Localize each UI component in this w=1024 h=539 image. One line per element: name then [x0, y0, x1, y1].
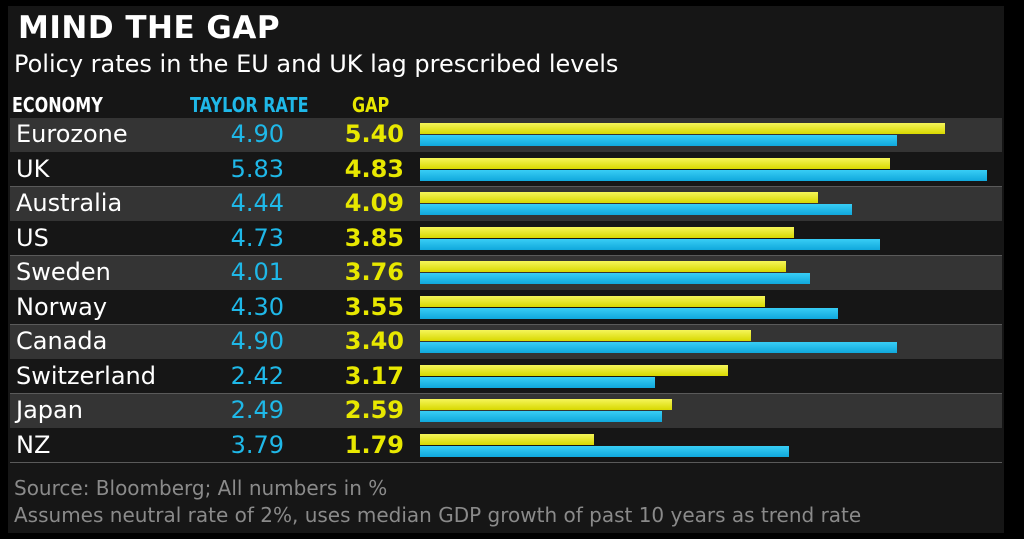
gap-bar: [420, 226, 795, 238]
taylor-rate-bar: [420, 342, 897, 353]
gap-bar: [420, 157, 890, 169]
gap-bar: [420, 399, 672, 410]
table-row: NZ 3.79 1.79: [10, 429, 1002, 463]
gap-value: 1.79: [344, 430, 404, 459]
taylor-rate-bar: [420, 135, 897, 146]
gap-bar: [420, 364, 729, 376]
taylor-rate-value: 2.49: [230, 396, 284, 424]
table-row: Sweden 4.01 3.76: [10, 256, 1002, 290]
economy-label: Norway: [16, 292, 108, 321]
table-row: Canada 4.90 3.40: [10, 325, 1002, 359]
chart-subtitle: Policy rates in the EU and UK lag prescr…: [14, 50, 619, 78]
table-row: Japan 2.49 2.59: [10, 394, 1002, 428]
taylor-rate-bar: [420, 238, 881, 250]
chart-title: MIND THE GAP: [18, 10, 281, 46]
gap-value: 3.85: [344, 223, 404, 252]
table-row: Eurozone 4.90 5.40: [10, 118, 1002, 152]
economy-label: Switzerland: [16, 361, 156, 390]
taylor-rate-value: 4.90: [230, 327, 284, 355]
gap-bar: [420, 433, 595, 445]
taylor-rate-value: 4.30: [230, 292, 284, 321]
row-divider: [10, 255, 1002, 256]
row-divider: [10, 324, 1002, 325]
footer-source: Source: Bloomberg; All numbers in %: [14, 476, 388, 500]
gap-bar: [420, 261, 786, 272]
gap-value: 3.55: [344, 292, 404, 321]
gap-value: 3.76: [344, 258, 404, 286]
taylor-rate-bar: [420, 204, 852, 215]
table-row: Switzerland 2.42 3.17: [10, 360, 1002, 394]
gap-bar: [420, 123, 946, 134]
taylor-rate-bar: [420, 445, 789, 457]
gap-value: 3.40: [344, 327, 404, 355]
economy-label: Australia: [16, 189, 123, 217]
taylor-rate-value: 2.42: [230, 361, 284, 390]
gap-bar: [420, 330, 751, 341]
row-divider: [10, 462, 1002, 463]
column-header-economy: ECONOMY: [12, 93, 103, 117]
economy-label: UK: [16, 154, 50, 183]
economy-label: Sweden: [16, 258, 111, 286]
economy-label: Eurozone: [16, 120, 128, 148]
table-row: UK 5.83 4.83: [10, 153, 1002, 187]
gap-value: 2.59: [344, 396, 404, 424]
taylor-rate-bar: [420, 273, 810, 284]
taylor-rate-value: 4.44: [230, 189, 284, 217]
economy-label: Japan: [16, 396, 83, 424]
column-header-gap: GAP: [352, 93, 390, 117]
taylor-rate-value: 3.79: [230, 430, 284, 459]
footer-note: Assumes neutral rate of 2%, uses median …: [14, 503, 862, 527]
taylor-rate-bar: [420, 376, 656, 388]
taylor-rate-bar: [420, 169, 987, 181]
taylor-rate-value: 4.90: [230, 120, 284, 148]
row-divider: [10, 186, 1002, 187]
taylor-rate-value: 4.73: [230, 223, 284, 252]
economy-label: US: [16, 223, 49, 252]
table-row: Norway 4.30 3.55: [10, 291, 1002, 325]
gap-value: 4.83: [344, 154, 404, 183]
gap-value: 3.17: [344, 361, 404, 390]
table-row: US 4.73 3.85: [10, 222, 1002, 256]
taylor-rate-bar: [420, 411, 663, 422]
taylor-rate-bar: [420, 307, 839, 319]
taylor-rate-value: 4.01: [230, 258, 284, 286]
row-divider: [10, 393, 1002, 394]
table-row: Australia 4.44 4.09: [10, 187, 1002, 221]
economy-label: Canada: [16, 327, 108, 355]
gap-value: 5.40: [344, 120, 404, 148]
column-header-taylor-rate: TAYLOR RATE: [190, 93, 309, 117]
gap-bar: [420, 295, 766, 307]
taylor-rate-value: 5.83: [230, 154, 284, 183]
gap-value: 4.09: [344, 189, 404, 217]
economy-label: NZ: [16, 430, 51, 459]
gap-bar: [420, 192, 818, 203]
